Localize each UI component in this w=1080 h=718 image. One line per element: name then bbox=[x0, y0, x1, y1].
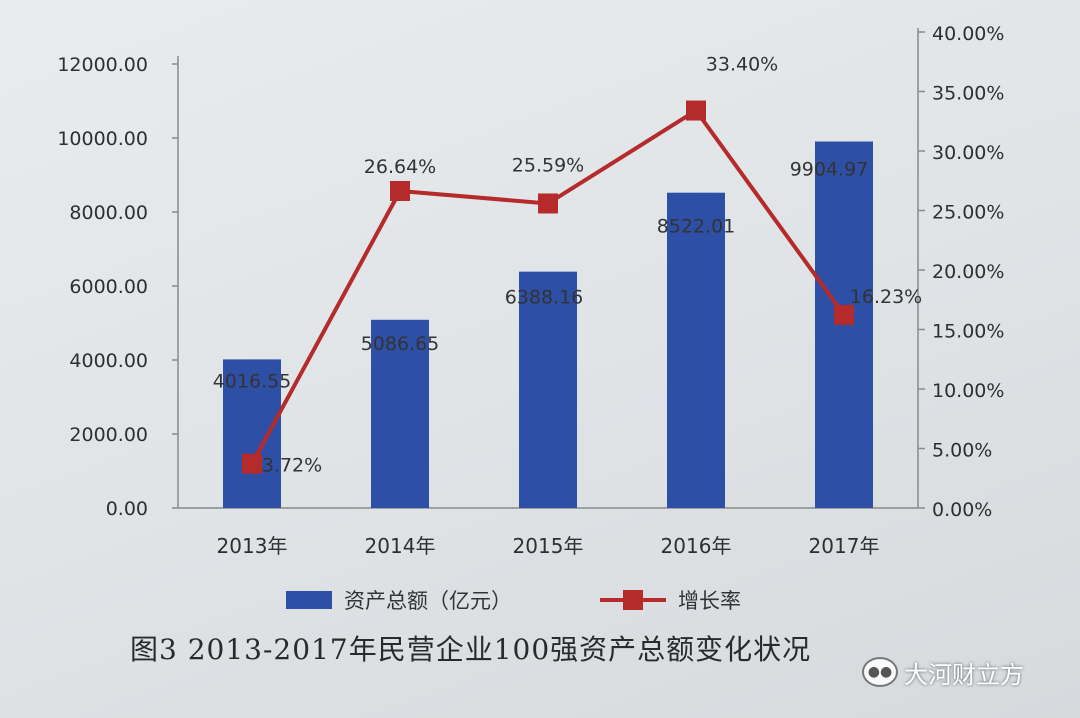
bar bbox=[223, 359, 281, 508]
x-tick-label: 2017年 bbox=[809, 534, 880, 558]
line-data-label: 33.40% bbox=[706, 54, 778, 76]
bar-data-label: 6388.16 bbox=[505, 287, 584, 309]
right-tick-label: 15.00% bbox=[932, 321, 1004, 343]
right-tick-label: 0.00% bbox=[932, 499, 992, 521]
x-tick-label: 2014年 bbox=[365, 534, 436, 558]
left-tick-label: 0.00 bbox=[106, 498, 148, 520]
watermark-text: 大河财立方 bbox=[904, 660, 1024, 689]
legend-bar-swatch bbox=[286, 591, 332, 609]
right-tick-label: 35.00% bbox=[932, 83, 1004, 105]
bar-data-label: 5086.65 bbox=[361, 333, 440, 355]
right-tick-label: 25.00% bbox=[932, 202, 1004, 224]
left-tick-label: 10000.00 bbox=[57, 128, 148, 150]
legend-label: 增长率 bbox=[678, 589, 741, 613]
right-tick-label: 10.00% bbox=[932, 380, 1004, 402]
line-data-label: 3.72% bbox=[262, 455, 322, 477]
watermark: ●● 大河财立方 bbox=[862, 654, 1024, 690]
bar-data-label: 4016.55 bbox=[213, 370, 292, 392]
bar bbox=[667, 192, 725, 509]
line-point bbox=[834, 304, 854, 325]
bar bbox=[371, 319, 429, 508]
line-point bbox=[686, 100, 706, 121]
left-tick-label: 6000.00 bbox=[69, 276, 148, 298]
x-tick-label: 2013年 bbox=[217, 534, 288, 558]
line-data-label: 26.64% bbox=[364, 156, 436, 178]
left-tick-label: 2000.00 bbox=[69, 424, 148, 446]
line-point bbox=[242, 453, 262, 474]
wechat-icon: ●● bbox=[862, 657, 898, 687]
right-tick-label: 20.00% bbox=[932, 261, 1004, 283]
line-data-label: 16.23% bbox=[850, 286, 922, 308]
legend-line-marker bbox=[623, 590, 643, 610]
bar bbox=[519, 271, 577, 508]
line-data-label: 25.59% bbox=[512, 154, 584, 176]
left-tick-label: 4000.00 bbox=[69, 350, 148, 372]
right-tick-label: 5.00% bbox=[932, 440, 992, 462]
line-point bbox=[538, 193, 558, 214]
line-point bbox=[390, 180, 410, 201]
bar-data-label: 9904.97 bbox=[790, 159, 869, 181]
left-tick-label: 8000.00 bbox=[69, 202, 148, 224]
right-tick-label: 40.00% bbox=[932, 23, 1004, 45]
figure-caption: 图3 2013-2017年民营企业100强资产总额变化状况 bbox=[130, 633, 812, 666]
x-tick-label: 2015年 bbox=[513, 534, 584, 558]
left-tick-label: 12000.00 bbox=[57, 54, 148, 76]
right-tick-label: 30.00% bbox=[932, 142, 1004, 164]
bar-data-label: 8522.01 bbox=[657, 216, 736, 238]
legend-label: 资产总额（亿元） bbox=[344, 589, 512, 613]
x-tick-label: 2016年 bbox=[661, 534, 732, 558]
